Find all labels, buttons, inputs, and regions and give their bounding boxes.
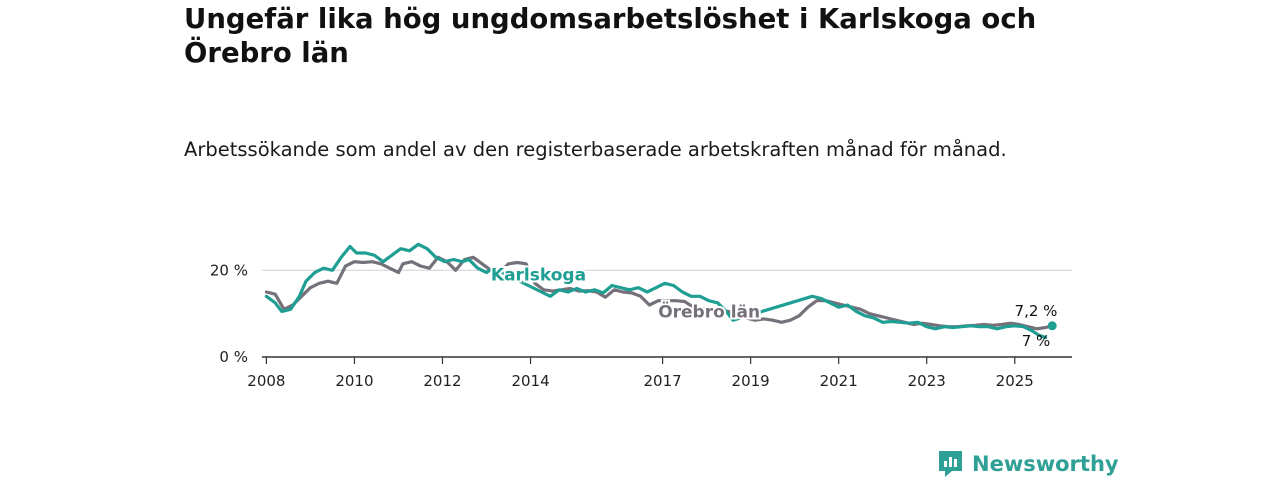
y-tick-label: 20 % <box>210 261 248 279</box>
y-tick-label: 0 % <box>219 348 248 366</box>
newsworthy-logo-icon <box>939 451 962 477</box>
series-label-orebro-lan: Örebro län <box>658 301 760 323</box>
x-tick-label: 2021 <box>820 372 858 390</box>
chart-subtitle: Arbetssökande som andel av den registerb… <box>184 138 1007 161</box>
x-tick-label: 2023 <box>908 372 946 390</box>
x-tick-label: 2010 <box>335 372 373 390</box>
series-label-karlskoga: Karlskoga <box>491 266 586 286</box>
x-tick-label: 2019 <box>732 372 770 390</box>
y-axis-ticks: 0 % 20 % <box>210 261 248 366</box>
newsworthy-brand: Newsworthy <box>937 448 1119 480</box>
x-tick-label: 2012 <box>423 372 461 390</box>
x-axis-ticks: 2008 2010 2012 2014 2017 2019 2021 2023 2025 <box>247 357 1034 390</box>
series-labels: Örebro län Karlskoga 7,2 % 7 % <box>489 264 1058 350</box>
x-tick-label: 2017 <box>644 372 682 390</box>
x-tick-label: 2014 <box>511 372 549 390</box>
end-point-marker <box>1047 321 1057 331</box>
end-value-label-orebro-lan: 7,2 % <box>1015 302 1058 320</box>
brand-name: Newsworthy <box>972 452 1119 476</box>
chart-title: Ungefär lika hög ungdomsarbetslöshet i K… <box>184 3 1037 69</box>
end-value-label-karlskoga: 7 % <box>1022 332 1051 350</box>
series-lines <box>264 242 1054 340</box>
x-tick-label: 2025 <box>996 372 1034 390</box>
x-tick-label: 2008 <box>247 372 285 390</box>
series-line-karlskoga <box>264 242 1048 340</box>
